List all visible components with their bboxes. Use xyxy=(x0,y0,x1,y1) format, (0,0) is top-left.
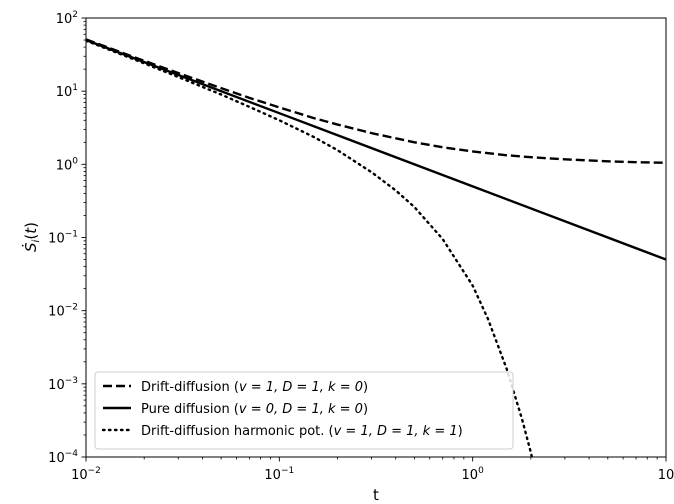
legend-label-3: Drift-diffusion harmonic pot. (v = 1, D … xyxy=(141,424,463,439)
legend: Drift-diffusion (v = 1, D = 1, k = 0) Pur… xyxy=(94,371,514,450)
y-tick-label: 100 xyxy=(56,156,79,173)
legend-label-2: Pure diffusion (v = 0, D = 1, k = 0) xyxy=(141,402,368,417)
y-tick-label: 10−4 xyxy=(48,449,78,466)
x-tick-label: 10−1 xyxy=(264,466,294,483)
legend-label-1: Drift-diffusion (v = 1, D = 1, k = 0) xyxy=(141,380,368,395)
series-line-1 xyxy=(86,38,666,164)
y-tick-label: 102 xyxy=(56,10,78,27)
y-axis-label-symbol: Ṡ xyxy=(21,242,40,252)
x-tick-label: 10−2 xyxy=(71,466,101,483)
x-tick-label: 100 xyxy=(462,466,485,483)
y-tick-label: 10−3 xyxy=(48,376,78,393)
y-axis-label-close: ) xyxy=(22,222,40,228)
y-tick-label: 10−2 xyxy=(48,303,78,320)
x-axis-label: t xyxy=(373,486,379,504)
y-axis-label: Ṡi(t) xyxy=(21,222,42,252)
y-axis-label-arg: ( xyxy=(22,234,40,240)
y-axis-label-var: t xyxy=(22,227,40,234)
y-tick-label: 101 xyxy=(56,83,78,100)
x-tick-label: 10 xyxy=(658,468,674,483)
series-line-3 xyxy=(86,39,534,457)
y-tick-label: 10−1 xyxy=(48,230,78,247)
legend-frame xyxy=(94,371,514,450)
series-layer xyxy=(86,38,666,457)
series-line-2 xyxy=(86,38,666,261)
y-axis-label-subscript: i xyxy=(31,239,42,242)
ticks-layer: 10−2 10−1 100 10 10−4 10−3 10−2 10−1 100 101 102 xyxy=(48,10,674,483)
